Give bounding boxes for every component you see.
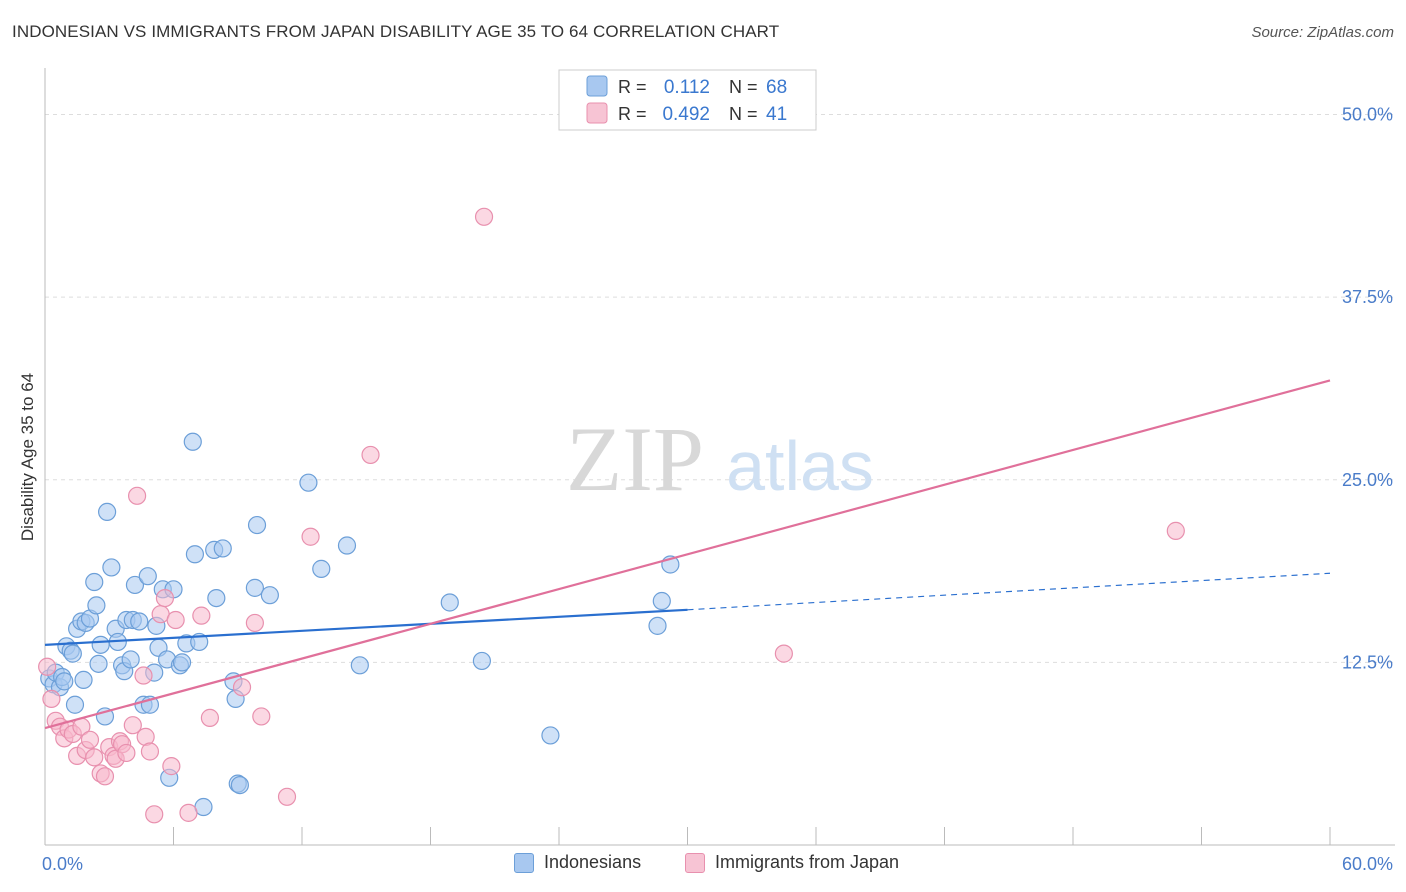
y-tick-label: 25.0% [1342, 470, 1393, 490]
japan-point [179, 803, 198, 822]
bottom-legend: Indonesians Immigrants from Japan [0, 852, 1406, 878]
indonesian-point [472, 651, 491, 671]
legend-swatch-indonesians [514, 852, 534, 873]
indonesian-point [245, 578, 264, 597]
indonesian-point [85, 572, 104, 592]
legend-swatch-indonesians [586, 75, 608, 97]
japan-point [140, 742, 160, 761]
indonesian-point [130, 612, 149, 631]
tick-labels: 12.5% 25.0% 37.5% 50.0% 0.0% 60.0% [42, 105, 1393, 874]
indonesian-point [102, 558, 121, 577]
y-tick-label: 37.5% [1342, 287, 1393, 307]
japan-point [1166, 521, 1185, 540]
indonesian-point [138, 567, 157, 586]
watermark-atlas: atlas [726, 427, 874, 505]
japan-point [232, 678, 252, 697]
indonesian-trend-extension [687, 572, 1331, 611]
indonesian-point [185, 545, 205, 564]
indonesian-point [247, 515, 267, 535]
legend-n-label: N = [729, 104, 758, 124]
y-tick-label: 12.5% [1342, 652, 1393, 672]
legend-n-value: 41 [766, 104, 787, 125]
y-axis-label: Disability Age 35 to 64 [18, 373, 37, 541]
indonesian-point [350, 656, 369, 675]
chart-title: INDONESIAN VS IMMIGRANTS FROM JAPAN DISA… [12, 22, 780, 41]
japan-point [277, 787, 297, 806]
grid-lines [45, 114, 1395, 663]
axes [44, 68, 1395, 846]
japan-point [166, 610, 185, 630]
japan-point [192, 606, 211, 625]
indonesian-point [172, 653, 192, 672]
indonesian-point [541, 726, 560, 745]
legend-n-label: N = [729, 77, 758, 97]
legend-r-value: 0.492 [662, 104, 710, 125]
japan-point [134, 666, 153, 685]
japan-trend-line [44, 379, 1331, 730]
indonesian-point [207, 588, 226, 608]
japan-point [95, 767, 115, 786]
indonesian-point [230, 776, 249, 795]
source-label: Source: ZipAtlas.com [1251, 24, 1394, 41]
legend-n-value: 68 [766, 77, 787, 98]
x-tick-label: 0.0% [42, 854, 83, 874]
japan-point [252, 707, 271, 726]
indonesian-point [87, 596, 106, 615]
indonesian-point [125, 575, 145, 595]
japan-point [117, 743, 136, 763]
legend-item-japan[interactable]: Immigrants from Japan [685, 852, 899, 873]
indonesian-point [652, 591, 671, 611]
indonesian-point [91, 635, 110, 654]
data-points [38, 207, 1185, 824]
indonesian-point [63, 644, 82, 663]
legend-swatch-japan [685, 852, 705, 873]
indonesian-trend-line [44, 608, 688, 646]
indonesian-point [440, 593, 459, 612]
japan-point [127, 486, 147, 505]
japan-point [301, 527, 320, 546]
japan-point [245, 613, 264, 633]
indonesian-point [213, 539, 232, 558]
indonesian-point [55, 672, 74, 691]
japan-point [42, 689, 61, 709]
indonesian-point [183, 432, 202, 451]
legend-label-japan: Immigrants from Japan [715, 852, 900, 872]
trend-lines [44, 379, 1331, 730]
watermark-zip: ZIP [566, 408, 704, 510]
watermark: ZIP atlas [566, 408, 874, 510]
y-tick-label: 50.0% [1342, 105, 1393, 125]
indonesian-point [260, 586, 279, 605]
indonesian-point [65, 695, 85, 714]
japan-point [145, 805, 164, 824]
legend-r-label: R = [618, 104, 647, 124]
legend-r-value: 0.112 [664, 77, 710, 98]
correlation-legend: R = 0.112 N = 68 R = 0.492 N = 41 [558, 69, 817, 131]
indonesian-point [299, 473, 318, 492]
japan-point [123, 716, 142, 735]
japan-point [80, 730, 100, 749]
indonesian-point [337, 536, 357, 555]
japan-point [361, 445, 380, 465]
x-tick-label: 60.0% [1342, 854, 1393, 874]
indonesian-point [89, 654, 108, 673]
japan-point [474, 207, 494, 226]
japan-point [155, 588, 175, 608]
japan-point [200, 708, 220, 727]
legend-label-indonesians: Indonesians [544, 852, 642, 872]
legend-swatch-japan [586, 102, 608, 124]
indonesian-point [74, 670, 93, 690]
legend-r-label: R = [618, 77, 647, 97]
japan-point [38, 657, 57, 676]
japan-point [162, 757, 181, 776]
indonesian-point [121, 650, 140, 669]
japan-point [774, 644, 793, 663]
indonesian-point [98, 502, 117, 522]
indonesian-point [648, 616, 667, 635]
japan-point [85, 748, 104, 767]
indonesian-point [312, 559, 331, 578]
legend-item-indonesians[interactable]: Indonesians [514, 852, 641, 873]
